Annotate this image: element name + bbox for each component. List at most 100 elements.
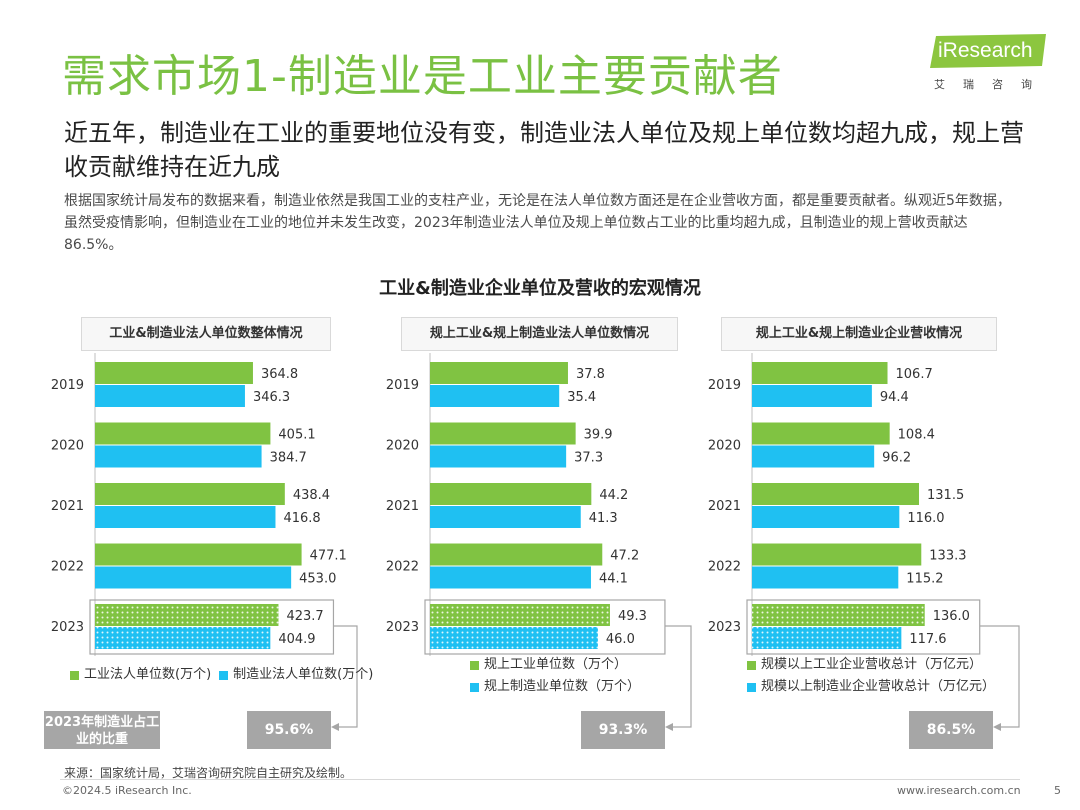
category-label: 2019 xyxy=(386,378,419,393)
page-number: 5 xyxy=(1054,784,1061,797)
share-2023-label: 2023年制造业占工业的比重 xyxy=(44,711,160,749)
bar-industry xyxy=(752,604,925,626)
page-title: 需求市场1-制造业是工业主要贡献者 xyxy=(62,51,783,102)
share-box-1: 95.6% xyxy=(247,711,331,749)
data-label: 37.3 xyxy=(574,451,603,466)
bar-industry xyxy=(430,604,610,626)
data-label: 416.8 xyxy=(283,511,320,526)
bar-manufacturing xyxy=(430,445,567,468)
bar-industry xyxy=(95,483,285,505)
data-label: 116.0 xyxy=(907,511,944,526)
legend-label-3a: 规模以上工业企业营收总计（万亿元） xyxy=(761,657,983,672)
data-label: 49.3 xyxy=(618,609,647,624)
bar-industry xyxy=(752,362,888,384)
legend-row-2b: 规上制造业单位数（万个） xyxy=(470,676,640,698)
legend-swatch-green xyxy=(747,660,756,670)
connector-arrow xyxy=(665,723,673,731)
connector-line xyxy=(333,625,358,728)
bar-manufacturing xyxy=(430,566,591,589)
logo-text: iResearch xyxy=(938,39,1033,62)
iresearch-logo: iResearch 艾瑞咨询 xyxy=(930,34,1050,96)
legend-2: 规上工业单位数（万个） 规上制造业单位数（万个） xyxy=(470,654,640,698)
bar-industry xyxy=(430,483,592,505)
category-label: 2021 xyxy=(386,499,419,514)
category-label: 2023 xyxy=(386,620,419,635)
highlight-frame xyxy=(424,599,666,655)
bar-manufacturing xyxy=(752,566,899,589)
share-box-2: 93.3% xyxy=(581,711,665,749)
bar-manufacturing xyxy=(430,506,581,528)
data-label: 133.3 xyxy=(929,549,966,564)
data-label: 44.1 xyxy=(599,572,628,587)
category-label: 2021 xyxy=(708,499,741,514)
chart-section-title: 工业&制造业企业单位及营收的宏观情况 xyxy=(379,278,701,299)
source-note: 来源：国家统计局，艾瑞咨询研究院自主研究及绘制。 xyxy=(64,766,353,780)
data-label: 477.1 xyxy=(310,549,347,564)
bar-industry xyxy=(430,543,603,566)
data-label: 404.9 xyxy=(278,632,315,647)
category-label: 2023 xyxy=(51,620,84,635)
data-label: 106.7 xyxy=(896,367,933,382)
bar-manufacturing xyxy=(430,385,560,407)
legend-swatch-blue xyxy=(470,682,479,692)
data-label: 94.4 xyxy=(880,390,909,405)
bar-industry xyxy=(95,362,253,384)
connector-line xyxy=(979,625,1020,728)
legend-row-3b: 规模以上制造业企业营收总计（万亿元） xyxy=(747,676,995,698)
legend-row-2a: 规上工业单位数（万个） xyxy=(470,654,640,676)
connector-arrow xyxy=(993,723,1001,731)
legend-row-3a: 规模以上工业企业营收总计（万亿元） xyxy=(747,654,995,676)
data-label: 453.0 xyxy=(299,572,336,587)
legend-label-1b: 制造业法人单位数(万个) xyxy=(233,667,374,682)
legend-swatch-green xyxy=(470,660,479,670)
bar-industry xyxy=(95,543,302,566)
legend-swatch-blue xyxy=(747,682,756,692)
share-box-3: 86.5% xyxy=(909,711,993,749)
logo-subtext: 艾瑞咨询 xyxy=(934,78,1050,91)
bar-manufacturing xyxy=(752,627,902,649)
bar-industry xyxy=(430,362,568,384)
category-label: 2020 xyxy=(708,439,741,454)
bar-manufacturing xyxy=(95,385,245,407)
data-label: 35.4 xyxy=(567,390,596,405)
legend-row-1: 工业法人单位数(万个) 制造业法人单位数(万个) xyxy=(70,664,373,686)
category-label: 2021 xyxy=(51,499,84,514)
bar-industry xyxy=(95,604,279,626)
category-label: 2023 xyxy=(708,620,741,635)
bar-manufacturing xyxy=(95,627,271,649)
page-subtitle: 近五年，制造业在工业的重要地位没有变，制造业法人单位及规上单位数均超九成，规上营… xyxy=(64,119,1024,181)
category-label: 2020 xyxy=(51,439,84,454)
category-label: 2019 xyxy=(708,378,741,393)
panel-title-1: 工业&制造业法人单位数整体情况 xyxy=(81,317,331,351)
data-label: 115.2 xyxy=(906,572,943,587)
category-label: 2022 xyxy=(708,560,741,575)
legend-label-3b: 规模以上制造业企业营收总计（万亿元） xyxy=(761,679,996,694)
panel-title-2: 规上工业&规上制造业法人单位数情况 xyxy=(401,317,678,351)
data-label: 384.7 xyxy=(270,451,307,466)
bar-industry xyxy=(752,422,890,445)
body-paragraph: 根据国家统计局发布的数据来看，制造业依然是我国工业的支柱产业，无论是在法人单位数… xyxy=(64,193,1011,253)
data-label: 364.8 xyxy=(261,367,298,382)
logo-badge-shape xyxy=(930,34,1046,68)
legend-3: 规模以上工业企业营收总计（万亿元） 规模以上制造业企业营收总计（万亿元） xyxy=(747,654,995,698)
data-label: 46.0 xyxy=(606,632,635,647)
data-label: 47.2 xyxy=(610,549,639,564)
data-label: 346.3 xyxy=(253,390,290,405)
data-label: 108.4 xyxy=(898,428,935,443)
category-label: 2020 xyxy=(386,439,419,454)
data-label: 44.2 xyxy=(599,488,628,503)
data-label: 136.0 xyxy=(933,609,970,624)
connector-arrow xyxy=(331,723,339,731)
bar-manufacturing xyxy=(752,506,900,528)
data-label: 131.5 xyxy=(927,488,964,503)
data-label: 96.2 xyxy=(882,451,911,466)
bar-industry xyxy=(752,543,922,566)
legend-1: 工业法人单位数(万个) 制造业法人单位数(万个) xyxy=(70,664,373,686)
category-label: 2019 xyxy=(51,378,84,393)
bar-manufacturing xyxy=(430,627,598,649)
connector-line xyxy=(664,625,692,728)
legend-label-2b: 规上制造业单位数（万个） xyxy=(484,679,641,694)
footer-divider xyxy=(60,779,1020,780)
bar-industry xyxy=(752,483,920,505)
